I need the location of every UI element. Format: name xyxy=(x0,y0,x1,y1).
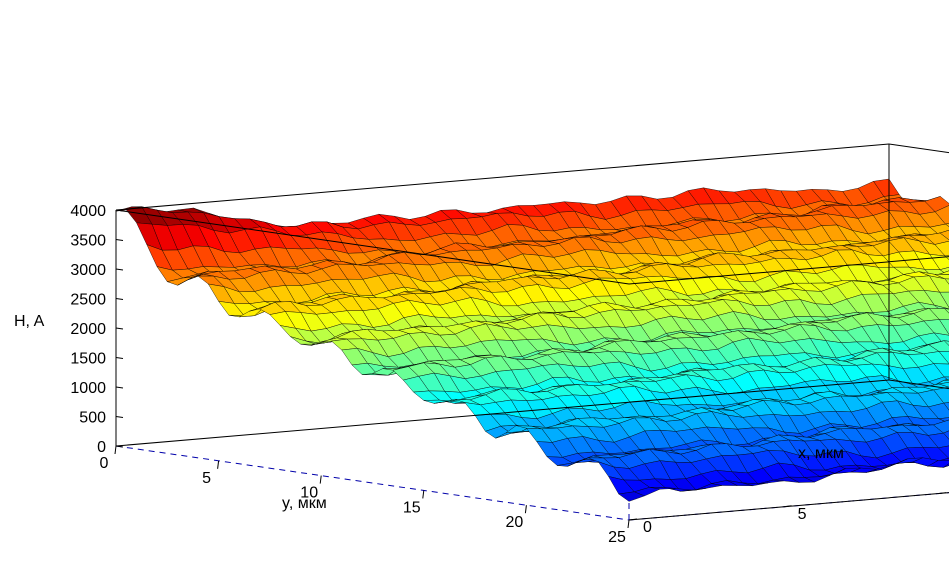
hidden-box-edges xyxy=(115,284,949,521)
z-tick-mark xyxy=(115,268,124,271)
z-tick-label: 1000 xyxy=(70,380,106,397)
y-tick-label: 0 xyxy=(100,455,109,472)
box-edge xyxy=(115,143,890,211)
z-tick-mark xyxy=(115,416,124,418)
z-tick-label: 3500 xyxy=(70,233,106,250)
z-tick-label: 0 xyxy=(97,439,106,456)
z-tick-mark xyxy=(115,239,124,241)
z-tick-label: 2500 xyxy=(70,292,106,309)
x-tick-label: 5 xyxy=(798,506,807,523)
z-axis-ticks: 0 500 1000 1500 2000 2500 3000 3500 4000 xyxy=(70,203,124,456)
z-tick-mark xyxy=(115,357,124,359)
z-tick-mark xyxy=(115,386,124,389)
y-tick-mark xyxy=(422,490,425,499)
x-tick-mark xyxy=(783,505,792,508)
y-tick-label: 5 xyxy=(202,470,211,487)
axis-box xyxy=(115,143,949,521)
z-tick-mark xyxy=(115,298,124,300)
box-edge xyxy=(115,209,630,285)
y-tick-label: 25 xyxy=(608,529,626,546)
z-tick-label: 1500 xyxy=(70,351,106,368)
box-edge xyxy=(115,379,890,447)
y-tick-mark xyxy=(524,505,527,514)
y-tick-label: 10 xyxy=(300,485,318,502)
z-tick-label: 4000 xyxy=(70,203,106,220)
z-tick-label: 2000 xyxy=(70,321,106,338)
y-axis-ticks: 0 5 10 15 20 25 xyxy=(100,445,630,546)
y-tick-mark xyxy=(319,475,322,484)
x-axis-title: x, мкм xyxy=(798,445,844,462)
z-tick-label: 3000 xyxy=(70,262,106,279)
surface-patch xyxy=(943,430,949,440)
y-tick-mark xyxy=(114,445,117,455)
z-tick-mark xyxy=(115,209,124,212)
z-tick-mark xyxy=(115,445,124,448)
hidden-edge xyxy=(115,445,630,521)
y-tick-mark xyxy=(627,519,630,529)
z-tick-mark xyxy=(115,327,124,330)
surface-patch xyxy=(618,491,646,502)
box-edge xyxy=(628,256,949,285)
y-tick-label: 20 xyxy=(506,514,524,531)
y-axis-title: y, мкм xyxy=(282,495,327,512)
surface-mesh xyxy=(115,178,949,502)
box-edge xyxy=(628,492,949,521)
y-tick-mark xyxy=(217,460,220,469)
x-tick-mark xyxy=(938,492,947,495)
x-tick-mark xyxy=(628,518,638,521)
x-tick-label: 0 xyxy=(643,519,652,536)
y-tick-label: 15 xyxy=(403,499,421,516)
z-tick-label: 500 xyxy=(79,410,106,427)
z-axis-title: H, A xyxy=(14,313,45,330)
